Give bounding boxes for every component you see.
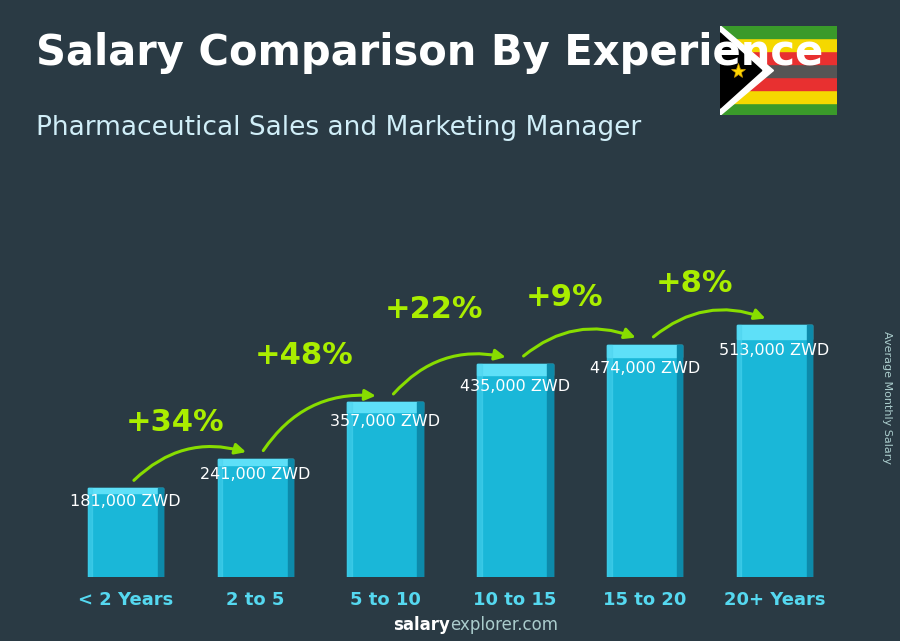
Bar (608, 345, 612, 577)
Bar (347, 402, 423, 412)
Bar (477, 363, 553, 376)
Bar (807, 326, 812, 577)
Bar (720, 90, 837, 103)
Polygon shape (720, 33, 761, 108)
Bar (608, 345, 682, 577)
Bar (158, 488, 163, 577)
Text: 181,000 ZWD: 181,000 ZWD (70, 494, 181, 510)
Bar (677, 345, 682, 577)
Polygon shape (720, 26, 773, 115)
Text: 474,000 ZWD: 474,000 ZWD (590, 361, 700, 376)
Bar (737, 326, 812, 339)
Bar (720, 38, 837, 51)
Bar (218, 459, 292, 465)
Bar (88, 488, 93, 577)
Bar (608, 345, 682, 357)
Bar (88, 488, 163, 577)
Text: salary: salary (393, 616, 450, 634)
Bar (88, 488, 163, 493)
Bar (288, 459, 292, 577)
Text: 241,000 ZWD: 241,000 ZWD (200, 467, 310, 482)
Bar (418, 402, 423, 577)
Text: 513,000 ZWD: 513,000 ZWD (719, 343, 830, 358)
Text: +8%: +8% (655, 269, 733, 298)
Text: Pharmaceutical Sales and Marketing Manager: Pharmaceutical Sales and Marketing Manag… (36, 115, 641, 142)
Bar (720, 77, 837, 90)
Bar (347, 402, 352, 577)
Bar (218, 459, 292, 577)
Text: +9%: +9% (526, 283, 603, 313)
Text: +22%: +22% (385, 296, 483, 324)
Bar (477, 363, 553, 577)
Text: 435,000 ZWD: 435,000 ZWD (460, 379, 570, 394)
Bar (477, 363, 482, 577)
Bar (218, 459, 222, 577)
Bar (720, 51, 837, 64)
Bar (347, 402, 423, 577)
Text: Salary Comparison By Experience: Salary Comparison By Experience (36, 32, 824, 74)
Bar (737, 326, 742, 577)
Text: 357,000 ZWD: 357,000 ZWD (330, 414, 440, 429)
Bar (720, 26, 837, 38)
Text: +34%: +34% (125, 408, 224, 437)
Bar (547, 363, 553, 577)
Text: +48%: +48% (256, 341, 354, 370)
Text: Average Monthly Salary: Average Monthly Salary (881, 331, 892, 464)
Bar (737, 326, 812, 577)
Text: explorer.com: explorer.com (450, 616, 558, 634)
Bar (720, 103, 837, 115)
Bar (720, 64, 837, 77)
